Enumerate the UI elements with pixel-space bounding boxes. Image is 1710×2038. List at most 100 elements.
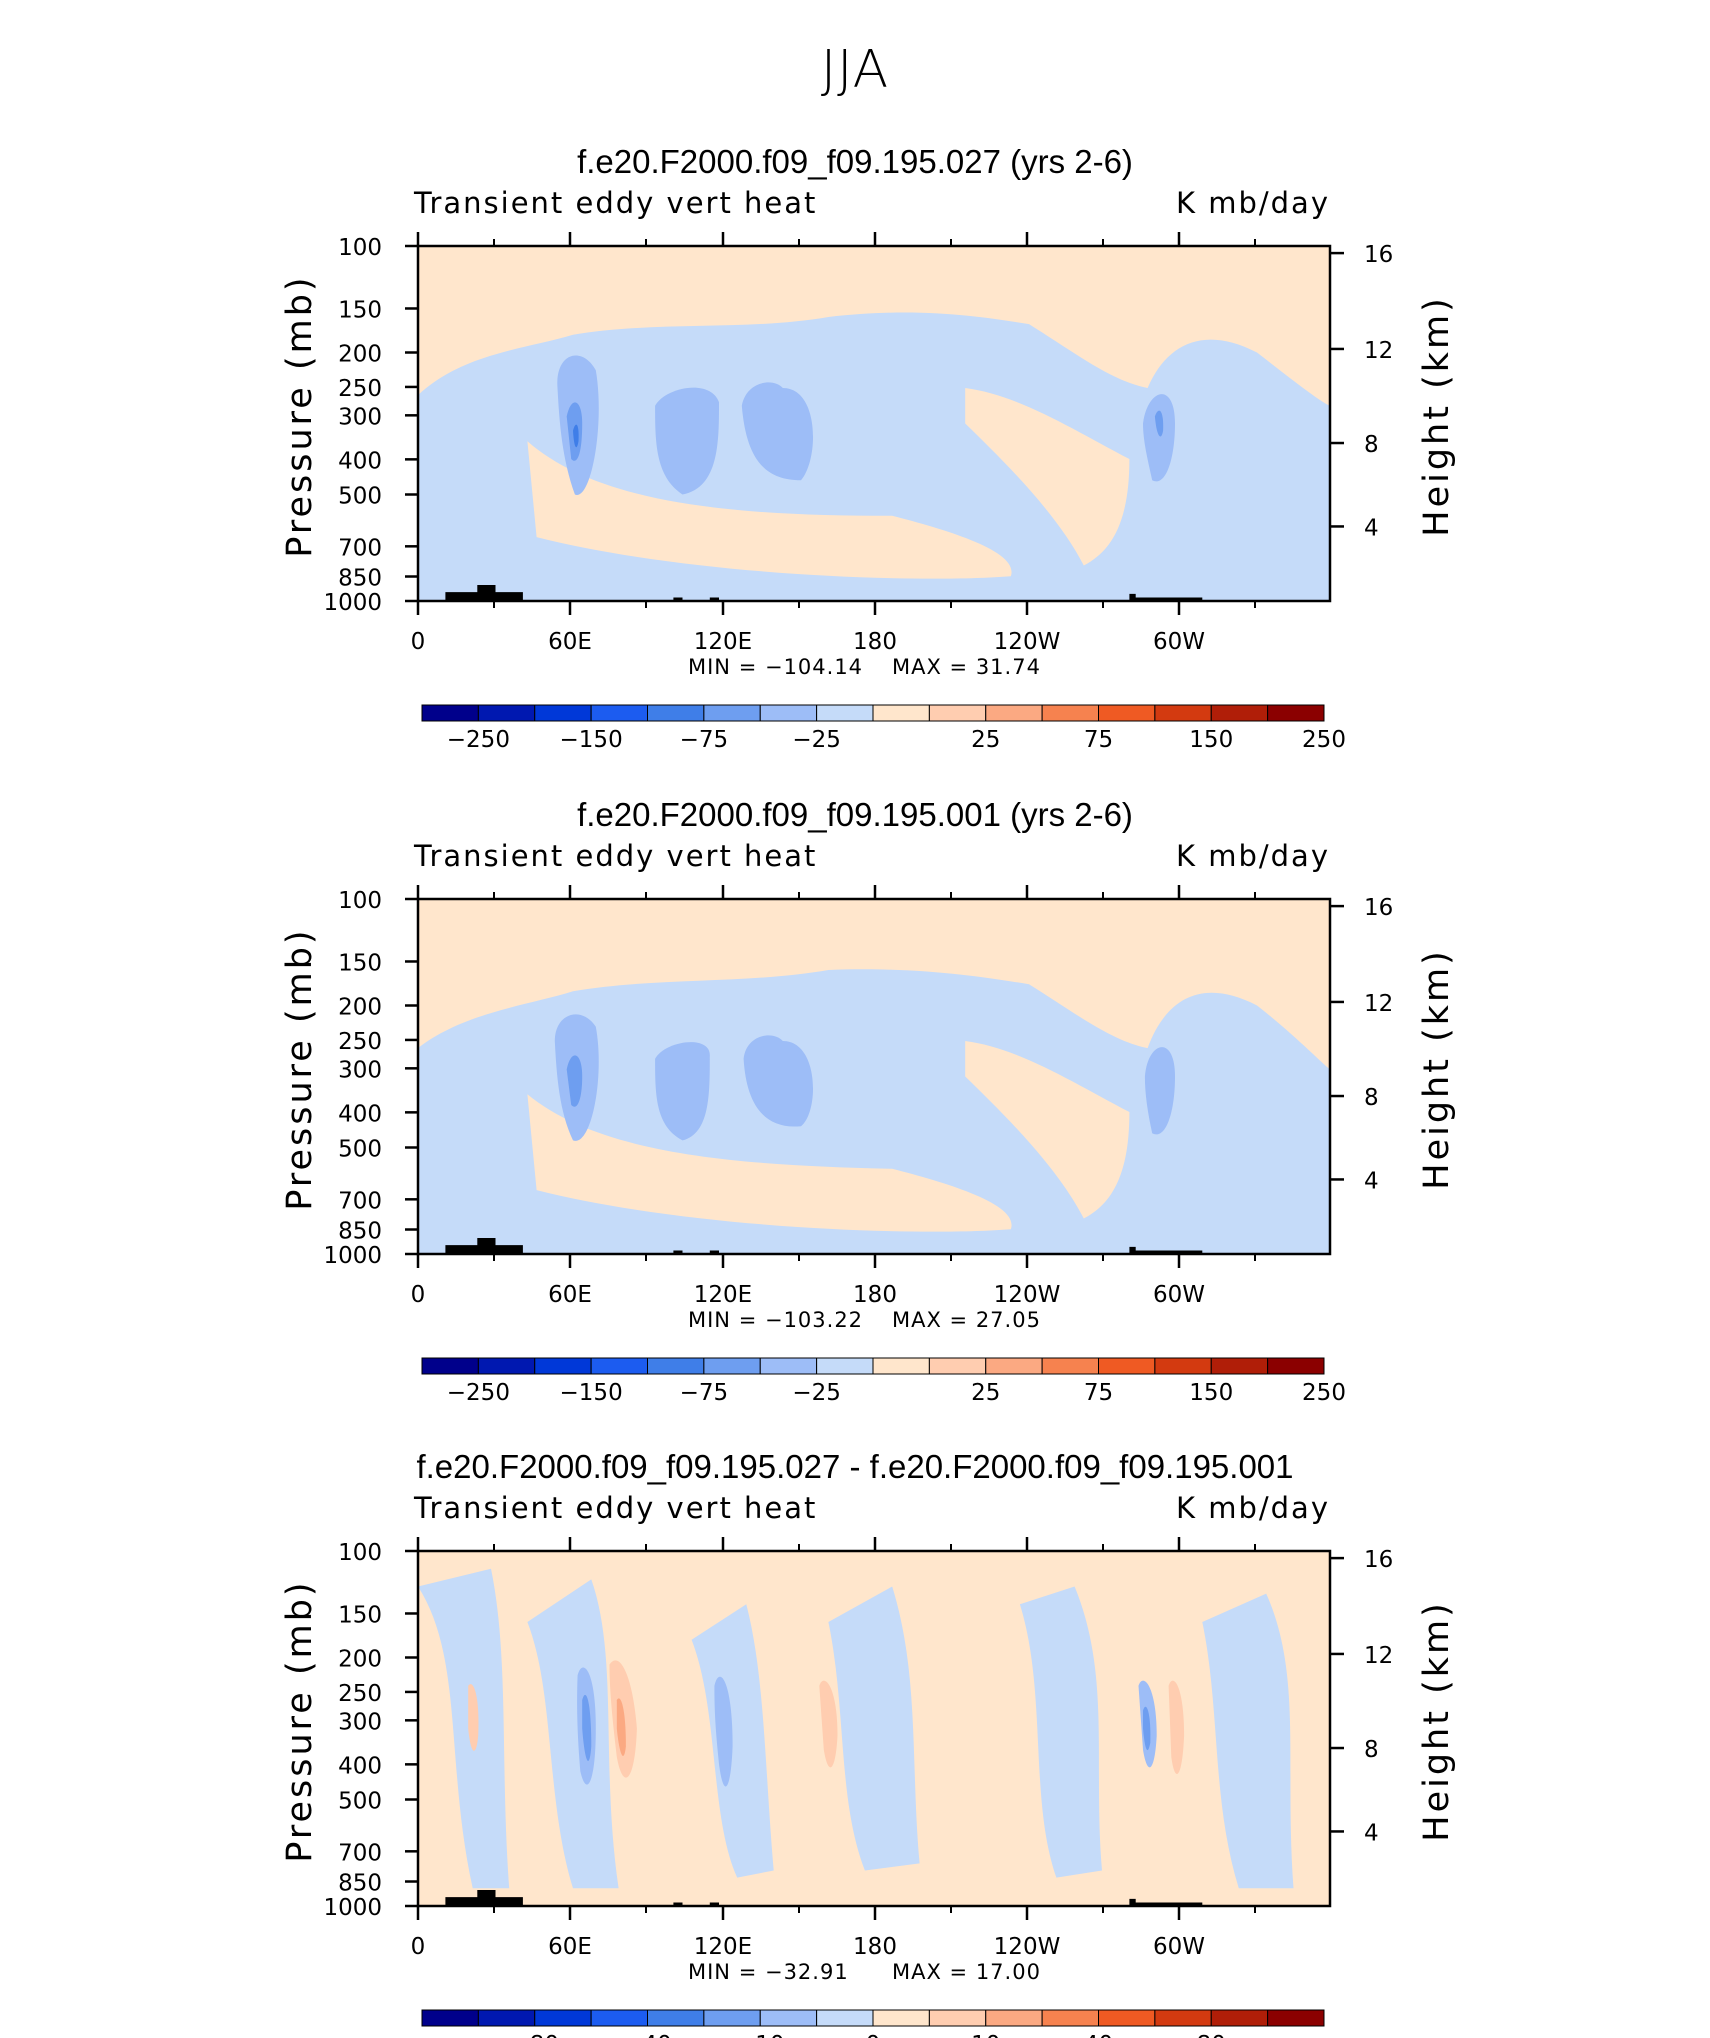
colorbar-box — [928, 1357, 987, 1375]
panel-title: f.e20.F2000.f09_f09.195.027 - f.e20.F200… — [416, 1448, 1294, 1485]
contour-region — [1154, 410, 1164, 437]
y-tick-label: 150 — [338, 297, 382, 323]
main-title: JJA — [820, 40, 890, 100]
colorbar-box — [1041, 704, 1099, 722]
panel-2: 0 60E 120E 180 120W 60W1001502002503004005007… — [323, 885, 1393, 1406]
contour-region — [655, 387, 719, 495]
colorbar-box — [1267, 704, 1325, 722]
panel-title: f.e20.F2000.f09_f09.195.027 (yrs 2-6) — [577, 143, 1133, 180]
colorbar-box — [928, 2009, 987, 2027]
y-tick-label: 500 — [338, 484, 382, 510]
contour-region — [616, 1698, 626, 1756]
x-tick-label: 0 — [411, 629, 426, 655]
contour-region — [743, 1035, 814, 1127]
colorbar-box — [421, 2009, 479, 2027]
colorbar-box — [985, 704, 1043, 722]
colorbar-box — [477, 704, 536, 722]
contour-region — [819, 1680, 838, 1768]
y-tick-label: 850 — [338, 1871, 382, 1897]
colorbar-box — [534, 1357, 592, 1375]
colorbar-box — [872, 2009, 930, 2027]
colorbar-box — [477, 1357, 536, 1375]
y-right-tick-label: 12 — [1364, 338, 1393, 364]
colorbar-label: 25 — [971, 1380, 1000, 1406]
x-tick-label: 60W — [1153, 629, 1205, 655]
colorbar-box — [703, 1357, 761, 1375]
colorbar-label: −25 — [792, 1380, 841, 1406]
colorbar-label: 80 — [1197, 2032, 1226, 2038]
colorbar-box — [647, 2009, 705, 2027]
colorbar-box — [1154, 1357, 1212, 1375]
colorbar-label: 25 — [971, 727, 1000, 753]
colorbar-box — [703, 2009, 761, 2027]
contour-region — [418, 1568, 510, 1889]
contour-region — [1168, 1680, 1185, 1774]
y-right-tick-label: 8 — [1364, 1737, 1379, 1763]
subtitle-right: K mb/day — [1175, 1491, 1330, 1525]
x-tick-label: 60W — [1153, 1282, 1205, 1308]
contour-region — [828, 1586, 920, 1871]
y-right-tick-label: 16 — [1364, 242, 1393, 268]
max-label: MAX = 17.00 — [892, 1960, 1041, 1984]
y-right-tick-label: 16 — [1364, 895, 1393, 921]
colorbar-box — [985, 1357, 1043, 1375]
y-right-tick-label: 4 — [1364, 1168, 1379, 1194]
subtitle-left: Transient eddy vert heat — [414, 1491, 818, 1525]
y-tick-label: 150 — [338, 950, 382, 976]
y-tick-label: 850 — [338, 566, 382, 592]
contour-region — [691, 1604, 774, 1878]
x-tick-label: 120W — [994, 1934, 1061, 1960]
y-tick-label: 1000 — [323, 590, 382, 616]
colorbar-box — [1267, 1357, 1325, 1375]
x-tick-label: 180 — [853, 1282, 897, 1308]
colorbar-box — [421, 704, 479, 722]
colorbar-box — [421, 1357, 479, 1375]
colorbar-box — [759, 704, 818, 722]
y-right-tick-label: 16 — [1364, 1547, 1393, 1573]
contour-region — [965, 388, 1130, 566]
colorbar-label: 150 — [1189, 1380, 1233, 1406]
colorbar-box — [534, 704, 592, 722]
colorbar-box — [816, 2009, 874, 2027]
colorbar-box — [872, 1357, 930, 1375]
x-tick-label: 60E — [548, 1934, 592, 1960]
colorbar-label: 75 — [1084, 1380, 1113, 1406]
y-right-tick-label: 12 — [1364, 1643, 1393, 1669]
x-tick-label: 180 — [853, 1934, 897, 1960]
topography-mask — [445, 585, 1203, 601]
contour-region — [1202, 1593, 1294, 1889]
contour-region — [714, 1676, 733, 1787]
colorbar-box — [1210, 2009, 1269, 2027]
y-tick-label: 500 — [338, 1789, 382, 1815]
subtitle-right: K mb/day — [1175, 186, 1330, 220]
colorbar-label: −75 — [680, 1380, 729, 1406]
colorbar-label: −250 — [447, 1380, 510, 1406]
y-tick-label: 150 — [338, 1602, 382, 1628]
colorbar-box — [1267, 2009, 1325, 2027]
y-tick-label: 300 — [338, 1057, 382, 1083]
colorbar-box — [816, 704, 874, 722]
y-tick-label: 100 — [338, 1540, 382, 1566]
contour-region — [741, 382, 814, 481]
x-tick-label: 120W — [994, 1282, 1061, 1308]
colorbar-box — [590, 1357, 648, 1375]
y-tick-label: 100 — [338, 235, 382, 261]
y-tick-label: 500 — [338, 1137, 382, 1163]
colorbar-box — [816, 1357, 874, 1375]
contour-region — [468, 1684, 479, 1751]
y-tick-label: 1000 — [323, 1243, 382, 1269]
y-tick-label: 700 — [338, 1840, 382, 1866]
contour-region — [573, 424, 579, 448]
subtitle-left: Transient eddy vert heat — [414, 186, 818, 220]
colorbar-box — [1098, 1357, 1156, 1375]
colorbar-box — [647, 704, 705, 722]
topography-mask — [445, 1890, 1203, 1906]
min-label: MIN = −103.22 — [688, 1308, 864, 1332]
y-right-tick-label: 8 — [1364, 1085, 1379, 1111]
subtitle-left: Transient eddy vert heat — [414, 839, 818, 873]
contour-region — [1143, 394, 1175, 482]
contour-region — [566, 1055, 583, 1107]
x-tick-label: 120E — [694, 1282, 752, 1308]
colorbar-box — [477, 2009, 536, 2027]
